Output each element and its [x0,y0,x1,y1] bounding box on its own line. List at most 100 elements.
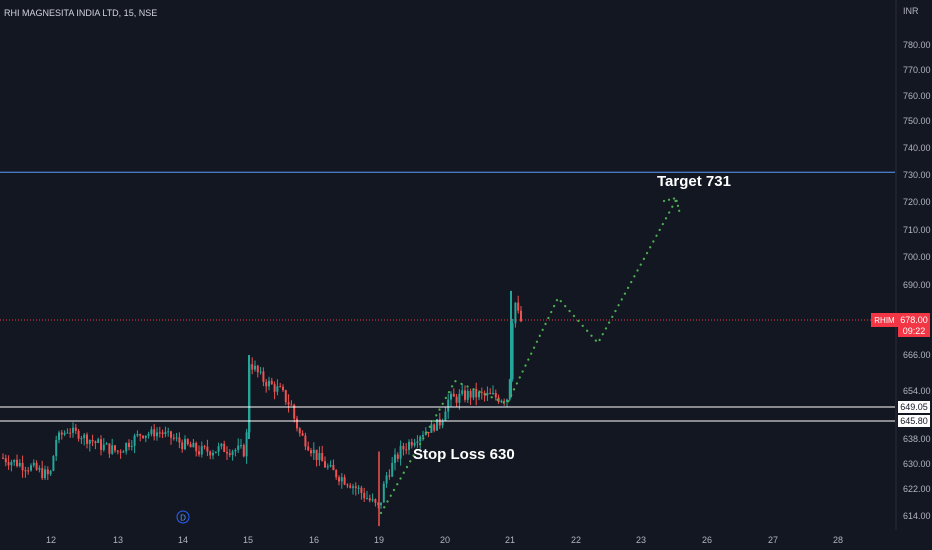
candle-body [287,402,290,405]
candle-body [377,502,380,506]
price-label-649: 649.05 [898,401,930,413]
candle-body [500,400,503,402]
candle-body [259,371,262,373]
x-tick-label: 19 [374,535,384,545]
candle-body [198,451,200,455]
candle-body [200,446,203,455]
candle-body [139,434,142,436]
y-tick-label: 666.00 [903,350,931,360]
y-tick-label: 720.00 [903,197,931,207]
x-tick-label: 13 [113,535,123,545]
candle-body [394,454,396,463]
dividend-marker[interactable]: D [176,510,190,524]
x-tick-label: 27 [768,535,778,545]
candle-body [116,450,119,452]
time-axis[interactable]: 12 13 14 15 16 19 20 21 22 23 26 27 28 [46,535,843,545]
chart-title: RHI MAGNESITA INDIA LTD, 15, NSE [4,8,157,18]
candle-body [424,431,427,436]
candle-body [128,442,130,448]
candle-body [21,462,24,471]
candle-body [282,386,284,391]
candle-body [125,442,128,452]
candle-body [486,392,489,396]
candle-body [32,462,35,466]
candle-body [340,477,343,482]
candle-body [172,437,175,439]
candle-body [472,388,475,398]
y-tick-label: 700.00 [903,252,931,262]
candle-body [357,487,360,489]
candle-body [279,386,282,388]
candle-body [382,483,385,503]
candle-body [455,396,458,403]
price-axis[interactable]: 614.00 622.00 630.00 638.00 654.00 666.00 690.… [903,40,931,521]
candle-body [97,439,100,443]
candle-body [326,466,329,468]
candle-body [312,449,315,454]
candle-body [520,310,522,322]
y-tick-label: 654.00 [903,386,931,396]
candle-body [461,390,464,394]
candle-body [13,459,16,463]
candle-body [396,454,399,459]
candle-body [430,424,433,433]
candle-body [508,379,511,400]
candle-body [147,433,150,436]
x-tick-label: 12 [46,535,56,545]
candle-body [360,487,363,493]
candle-body [234,450,237,452]
candle-body [298,428,301,434]
candles-layer [2,290,522,527]
candle-body [363,492,366,499]
horizontal-lines-layer [0,0,897,530]
candle-body [245,432,248,457]
candle-body [161,432,164,435]
candle-body [388,475,391,477]
candle-body [195,443,198,452]
candle-body [30,465,32,471]
candle-body [144,435,147,438]
candle-body [380,502,382,506]
candle-body [293,404,296,419]
candle-body [111,445,114,454]
candle-body [184,439,186,450]
candle-body [304,435,307,447]
candle-body [517,302,520,311]
candle-body [158,432,161,434]
candle-body [405,449,408,451]
candle-body [444,411,447,422]
candle-body [276,386,279,392]
candle-body [352,486,354,488]
candle-body [475,388,478,398]
candle-body [7,462,10,466]
candle-body [410,441,413,446]
candle-body [220,443,223,447]
candle-body [226,451,228,454]
candle-body [142,435,144,438]
candle-body [399,445,402,459]
candle-body [419,436,422,442]
candle-body [427,431,430,433]
candle-body [354,486,357,489]
candle-body [346,484,349,486]
candle-body [192,443,195,448]
candle-body [212,452,214,456]
currency-label: INR [903,6,919,16]
candle-body [156,432,158,437]
candle-body [114,445,116,451]
candle-body [10,462,13,466]
candle-body [494,392,497,398]
candle-body [83,434,86,439]
candle-body [60,432,63,435]
candle-body [492,392,494,394]
price-label-645: 645.80 [898,415,930,427]
candle-body [63,432,66,435]
candle-body [27,470,30,472]
candle-body [91,440,94,442]
candle-body [74,427,77,431]
x-tick-label: 14 [178,535,188,545]
candle-body [35,462,38,470]
candle-body [254,365,256,370]
